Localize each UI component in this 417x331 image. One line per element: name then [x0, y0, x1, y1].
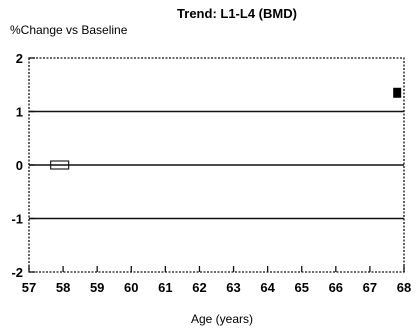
x-tick-label: 62 [192, 280, 206, 295]
x-tick-label: 61 [158, 280, 172, 295]
x-tick-label: 59 [90, 280, 104, 295]
x-tick-label: 68 [397, 280, 411, 295]
x-tick-label: 64 [260, 280, 275, 295]
x-tick-label: 60 [124, 280, 138, 295]
x-axis-label: Age (years) [191, 312, 253, 326]
y-tick-label: 2 [16, 51, 23, 66]
x-tick-label: 58 [56, 280, 70, 295]
chart-title: Trend: L1-L4 (BMD) [177, 6, 297, 21]
y-tick-label: 0 [16, 158, 23, 173]
y-tick-label: -2 [11, 265, 23, 280]
x-tick-label: 57 [22, 280, 36, 295]
x-tick-label: 66 [329, 280, 343, 295]
y-tick-label: 1 [16, 105, 23, 120]
series-point [50, 160, 70, 170]
x-tick-label: 67 [363, 280, 377, 295]
y-axis-label: %Change vs Baseline [10, 23, 128, 37]
x-tick-label: 63 [226, 280, 240, 295]
series-point [393, 87, 402, 98]
x-tick-label: 65 [294, 280, 308, 295]
y-tick-label: -1 [11, 212, 23, 227]
